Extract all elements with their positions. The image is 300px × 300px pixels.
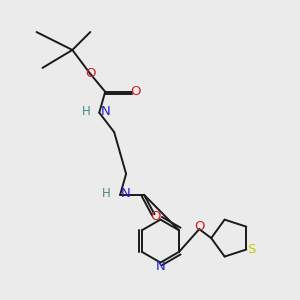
Text: N: N — [121, 188, 131, 200]
Text: O: O — [130, 85, 141, 98]
Text: H: H — [102, 188, 111, 200]
Text: O: O — [151, 210, 161, 223]
Text: H: H — [81, 105, 90, 118]
Text: N: N — [156, 260, 165, 273]
Text: N: N — [100, 105, 110, 118]
Text: O: O — [194, 220, 205, 233]
Text: O: O — [85, 68, 95, 80]
Text: S: S — [248, 243, 256, 256]
